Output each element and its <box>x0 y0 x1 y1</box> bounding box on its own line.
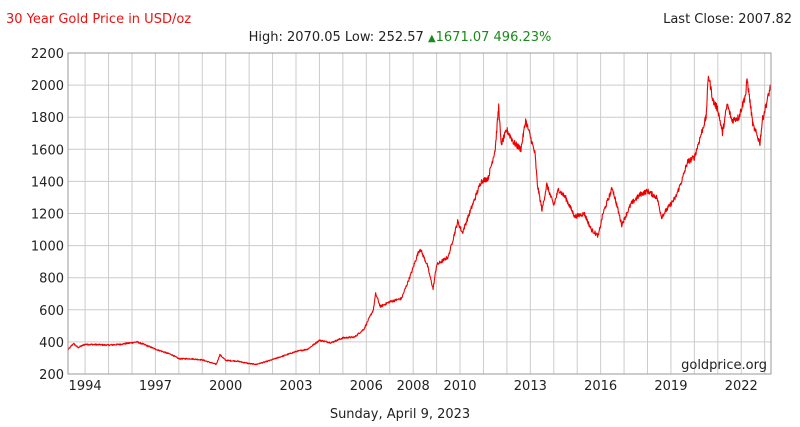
y-tick-label: 400 <box>39 336 64 351</box>
x-tick-label: 1994 <box>69 379 102 394</box>
y-tick-label: 200 <box>39 368 64 383</box>
grid-lines <box>68 52 771 375</box>
x-tick-label: 1997 <box>139 379 172 394</box>
x-tick-label: 2019 <box>654 379 687 394</box>
x-tick-label: 2008 <box>397 379 430 394</box>
y-tick-label: 800 <box>39 272 64 287</box>
x-tick-label: 2000 <box>209 379 242 394</box>
x-tick-label: 2003 <box>279 379 312 394</box>
last-close: Last Close: 2007.82 <box>663 12 792 27</box>
y-tick-label: 1200 <box>31 208 64 223</box>
change-text: 1671.07 496.23% <box>435 30 552 45</box>
y-axis-ticks: 200 400 600 800 1000 1200 1400 1600 1800 2000 2200 <box>31 47 64 383</box>
y-tick-label: 1800 <box>31 111 64 126</box>
y-tick-label: 1000 <box>31 240 64 255</box>
footer-date: Sunday, April 9, 2023 <box>329 407 471 422</box>
x-axis-ticks: 1994 1997 2000 2003 2006 2008 2010 2013 2016 2019… <box>69 379 758 394</box>
chart-title: 30 Year Gold Price in USD/oz <box>6 12 192 27</box>
x-tick-label: 2006 <box>350 379 383 394</box>
y-tick-label: 1600 <box>31 143 64 158</box>
y-tick-label: 1400 <box>31 175 64 190</box>
y-tick-label: 2200 <box>31 47 64 62</box>
plot-frame <box>67 52 772 375</box>
x-tick-label: 2013 <box>514 379 547 394</box>
series-layer <box>67 75 772 366</box>
watermark: goldprice.org <box>681 358 767 373</box>
price-series-line <box>67 75 772 366</box>
high-low-text: High: 2070.05 Low: 252.57 <box>248 30 424 45</box>
x-tick-label: 2016 <box>584 379 617 394</box>
price-stats: High: 2070.05 Low: 252.57 ▲1671.07 496.2… <box>0 30 800 45</box>
x-tick-label: 2010 <box>443 379 476 394</box>
y-tick-label: 2000 <box>31 79 64 94</box>
up-arrow-icon: ▲ <box>427 33 436 44</box>
y-tick-label: 600 <box>39 304 64 319</box>
x-tick-label: 2022 <box>725 379 758 394</box>
